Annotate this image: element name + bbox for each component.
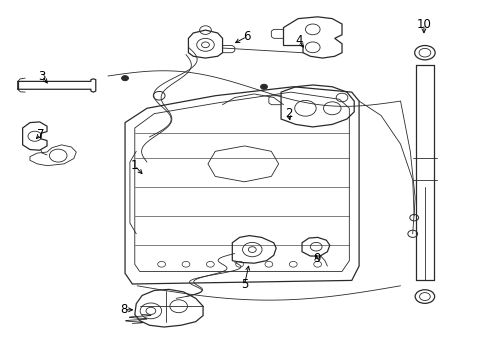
Circle shape (260, 84, 267, 89)
Text: 9: 9 (312, 252, 320, 265)
Text: 6: 6 (243, 30, 250, 43)
Text: 3: 3 (39, 69, 46, 82)
Text: 1: 1 (131, 159, 138, 172)
Text: 4: 4 (295, 34, 302, 48)
Text: 7: 7 (37, 127, 44, 141)
Text: 2: 2 (284, 107, 291, 120)
Text: 5: 5 (240, 278, 248, 291)
Text: 8: 8 (120, 303, 127, 316)
Text: 10: 10 (416, 18, 430, 31)
Circle shape (122, 76, 128, 81)
